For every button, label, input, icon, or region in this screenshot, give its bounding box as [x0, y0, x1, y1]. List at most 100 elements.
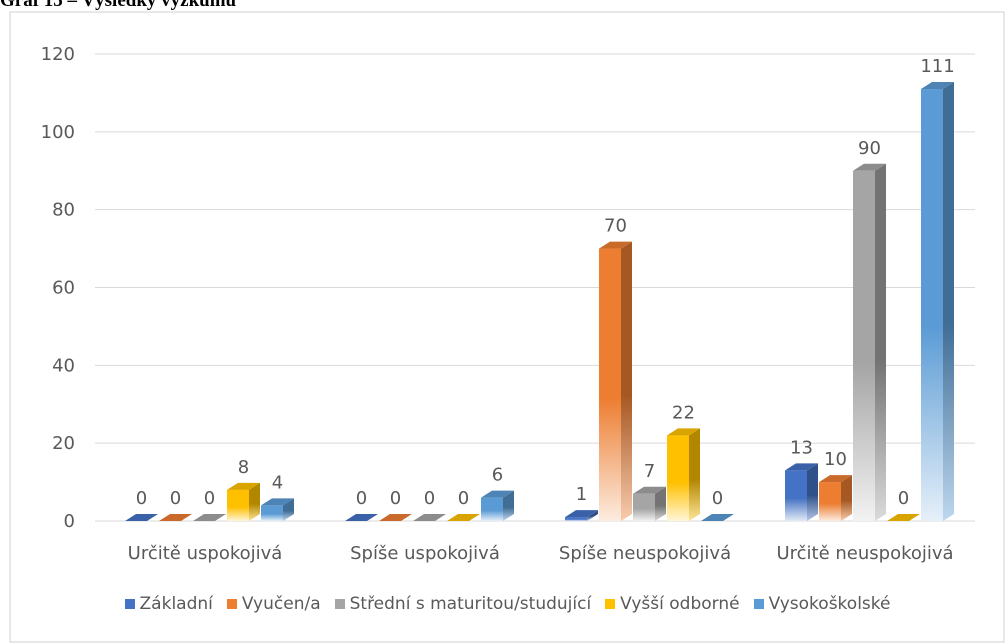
- bar-top: [819, 475, 852, 483]
- bar-top: [193, 514, 226, 521]
- bar-3d: [125, 514, 158, 521]
- bar-3d: [921, 82, 954, 522]
- bar-top: [227, 482, 260, 490]
- bar: [633, 493, 655, 521]
- y-tick-label: 100: [41, 122, 75, 143]
- value-label: 111: [920, 56, 954, 77]
- legend-label: Základní: [139, 594, 213, 614]
- bar-3d: [159, 514, 192, 521]
- bar-3d: [379, 514, 412, 521]
- value-label: 0: [424, 488, 435, 509]
- legend-item: Střední s maturitou/studující: [334, 594, 592, 614]
- x-tick-label: Určitě uspokojivá: [128, 543, 283, 564]
- bar-3d: [565, 510, 598, 521]
- value-label: 0: [136, 488, 147, 509]
- bar-3d: [227, 482, 260, 521]
- legend-swatch: [226, 599, 237, 609]
- bar-side: [943, 82, 954, 522]
- value-label: 10: [824, 449, 847, 470]
- legend-item: Vyučen/a: [226, 594, 321, 614]
- bar-3d: [701, 514, 734, 521]
- y-tick-label: 60: [52, 278, 75, 299]
- legend-swatch: [605, 599, 616, 609]
- legend-label: Střední s maturitou/studující: [349, 594, 592, 614]
- bar-top: [701, 514, 734, 521]
- bar-top: [785, 463, 818, 471]
- value-label: 0: [712, 488, 723, 509]
- chart-title: Graf 15 – Výsledky výzkumu: [0, 0, 237, 11]
- x-tick-label: Spíše neuspokojivá: [559, 543, 731, 564]
- legend-swatch: [124, 599, 135, 609]
- legend-swatch: [334, 599, 345, 609]
- y-tick-label: 40: [52, 355, 75, 376]
- y-tick-label: 0: [64, 511, 75, 532]
- bar-top: [633, 486, 666, 494]
- value-label: 22: [672, 402, 695, 423]
- bar-3d: [193, 514, 226, 521]
- bar-3d: [345, 514, 378, 521]
- bar-top: [565, 510, 598, 518]
- bar-3d: [413, 514, 446, 521]
- bar-side: [503, 490, 514, 521]
- value-label: 0: [390, 488, 401, 509]
- bar-top: [481, 490, 514, 498]
- value-label: 0: [898, 488, 909, 509]
- bar-top: [887, 514, 920, 521]
- bar-top: [447, 514, 480, 521]
- bar-top: [853, 163, 886, 171]
- bar: [819, 482, 841, 521]
- bar-3d: [599, 241, 632, 522]
- bar-3d: [853, 163, 886, 521]
- value-label: 0: [170, 488, 181, 509]
- bar-top: [667, 428, 700, 436]
- bar-3d: [261, 498, 294, 521]
- value-label: 0: [204, 488, 215, 509]
- bar: [667, 435, 689, 521]
- value-label: 70: [604, 216, 627, 237]
- bar-top: [125, 514, 158, 521]
- bar: [227, 489, 249, 521]
- bar-top: [379, 514, 412, 521]
- legend-label: Vysokoškolské: [768, 594, 891, 614]
- bar-side: [621, 241, 632, 522]
- bar: [853, 170, 875, 521]
- y-tick-label: 120: [41, 44, 75, 65]
- bar-3d: [447, 514, 480, 521]
- legend-swatch: [753, 599, 764, 609]
- bar-top: [345, 514, 378, 521]
- bar: [481, 497, 503, 521]
- bar-top: [413, 514, 446, 521]
- y-tick-label: 80: [52, 200, 75, 221]
- value-label: 7: [644, 461, 655, 482]
- value-label: 8: [238, 457, 249, 478]
- legend-item: Vysokoškolské: [753, 594, 891, 614]
- x-tick-label: Spíše uspokojivá: [350, 543, 500, 564]
- bar-top: [159, 514, 192, 521]
- bar-side: [283, 498, 294, 521]
- bar-side: [841, 475, 852, 521]
- bar-side: [249, 482, 260, 521]
- value-label: 90: [858, 138, 881, 159]
- bar: [565, 517, 587, 521]
- value-label: 6: [492, 465, 503, 486]
- legend-label: Vyučen/a: [241, 594, 321, 614]
- bar-3d: [667, 428, 700, 521]
- bar-top: [921, 82, 954, 90]
- bar: [599, 248, 621, 522]
- bar: [785, 470, 807, 521]
- chart-frame: [9, 11, 1005, 643]
- bar-3d: [481, 490, 514, 521]
- value-label: 0: [356, 488, 367, 509]
- bar-3d: [785, 463, 818, 521]
- bar-3d: [819, 475, 852, 521]
- value-label: 4: [272, 472, 283, 493]
- value-label: 0: [458, 488, 469, 509]
- y-tick-label: 20: [52, 433, 75, 454]
- bar-top: [261, 498, 294, 506]
- bar-side: [875, 163, 886, 521]
- legend: Základní Vyučen/a Střední s maturitou/stud…: [10, 594, 1005, 614]
- bar-side: [587, 510, 598, 521]
- x-tick-label: Určitě neuspokojivá: [776, 543, 953, 564]
